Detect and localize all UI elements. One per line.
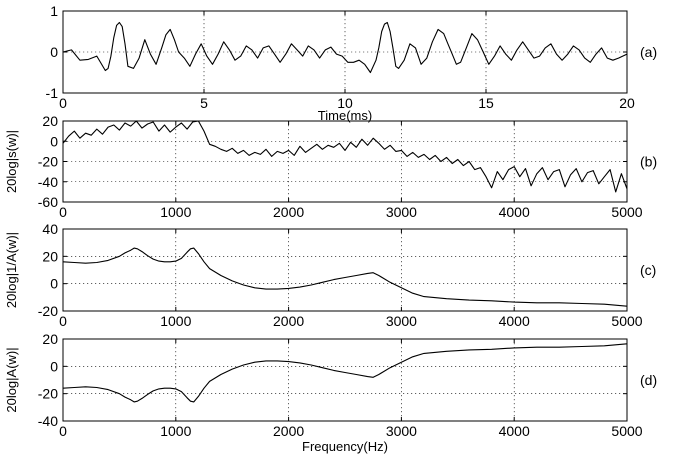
panel-4-ytick-label: 20 xyxy=(42,331,58,347)
panel-4-xtick-label: 1000 xyxy=(160,423,191,439)
panel-3-ytick-label: -20 xyxy=(38,303,58,319)
panel-1-xtick-label: 5 xyxy=(200,95,208,111)
panel-1-xtick-label: 0 xyxy=(59,95,67,111)
panel-3-xtick-label: 5000 xyxy=(611,313,642,329)
panel-2-tag: (b) xyxy=(640,154,657,170)
panel-2-ytick-label: 20 xyxy=(42,113,58,129)
panel-2-xtick-label: 4000 xyxy=(499,204,530,220)
panel-2-xtick-label: 1000 xyxy=(160,204,191,220)
panel-3-xtick-label: 1000 xyxy=(160,313,191,329)
panel-3-xtick-label: 0 xyxy=(59,313,67,329)
panel-4-ytick-label: -40 xyxy=(38,413,58,429)
panel-4-ytick-label: -20 xyxy=(38,386,58,402)
panel-2-ytick-label: 0 xyxy=(50,133,58,149)
panel-1-xtick-label: 15 xyxy=(478,95,494,111)
panel-3-ytick-label: 40 xyxy=(42,221,58,237)
panel-4-xtick-label: 5000 xyxy=(611,423,642,439)
panel-3-frame xyxy=(62,228,628,312)
panel-3-ytick-label: 0 xyxy=(50,276,58,292)
panel-3-xtick-label: 4000 xyxy=(499,313,530,329)
panel-1-xlabel: Time(ms) xyxy=(318,108,372,123)
panel-4-xtick-label: 0 xyxy=(59,423,67,439)
panel-4-tag: (d) xyxy=(640,372,657,388)
panel-4-ylabel: 20log|A(w)| xyxy=(4,347,19,412)
panel-1-xtick-label: 10 xyxy=(337,95,353,111)
panel-4-xtick-label: 3000 xyxy=(386,423,417,439)
panel-1-ytick-label: -1 xyxy=(46,85,59,101)
panel-2-ytick-label: -40 xyxy=(38,174,58,190)
panel-1-ytick-label: 0 xyxy=(50,44,58,60)
panel-2-ytick-label: -60 xyxy=(38,194,58,210)
panel-4-frame xyxy=(62,338,628,422)
panel-1-tag: (a) xyxy=(640,44,657,60)
panel-1-frame xyxy=(62,10,628,94)
panel-1-xtick-label: 20 xyxy=(619,95,635,111)
panel-3-xtick-label: 3000 xyxy=(386,313,417,329)
panel-4-series-line xyxy=(62,343,628,403)
panel-1-ytick-label: 1 xyxy=(50,3,58,19)
panel-4-xtick-label: 4000 xyxy=(499,423,530,439)
panel-2-xtick-label: 0 xyxy=(59,204,67,220)
panel-3-ylabel: 20log|1/A(w)| xyxy=(4,232,19,308)
panel-1-series-line xyxy=(62,21,628,74)
panel-3-tag: (c) xyxy=(640,262,656,278)
panel-4-xtick-label: 2000 xyxy=(273,423,304,439)
panel-2-xtick-label: 3000 xyxy=(386,204,417,220)
panel-2-series-line xyxy=(62,120,628,193)
panel-4-ytick-label: 0 xyxy=(50,358,58,374)
panel-2-xtick-label: 2000 xyxy=(273,204,304,220)
panel-2-ytick-label: -20 xyxy=(38,154,58,170)
panel-3-xtick-label: 2000 xyxy=(273,313,304,329)
panel-4-xlabel: Frequency(Hz) xyxy=(302,439,388,454)
panel-2-ylabel: 20log|s(w)| xyxy=(4,130,19,193)
panel-2-xtick-label: 5000 xyxy=(611,204,642,220)
panel-3-series-line xyxy=(62,247,628,307)
panel-3-ytick-label: 20 xyxy=(42,248,58,264)
panel-2-frame xyxy=(62,120,628,203)
